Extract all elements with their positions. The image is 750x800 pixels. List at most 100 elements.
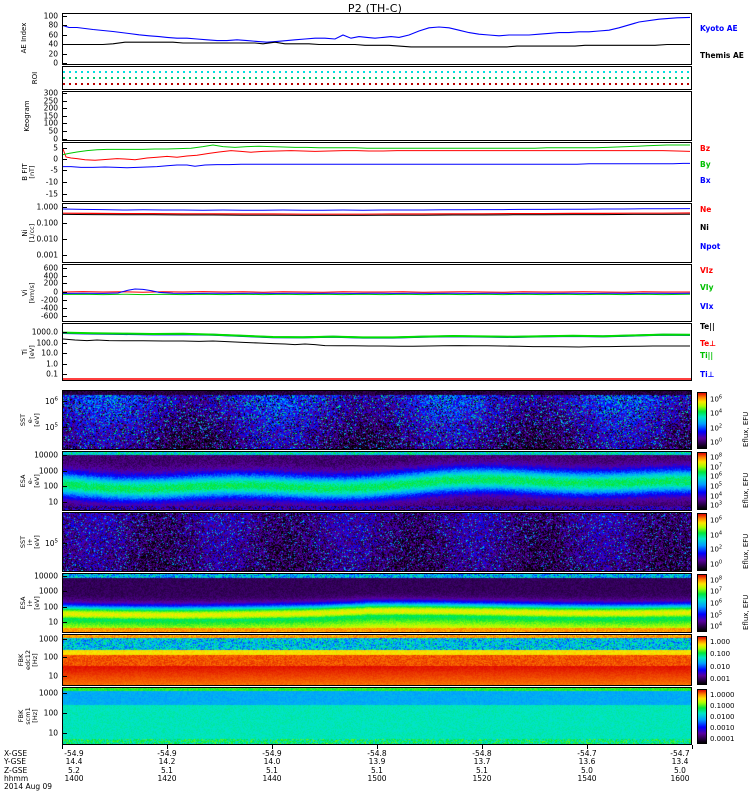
y-tick-mark: [62, 291, 67, 293]
y-tick-mark: [62, 158, 67, 160]
cb-esa-e-title: Eflux, EFU: [742, 472, 750, 508]
cb-fbk-scm1: [697, 689, 707, 744]
vi-traces: [63, 288, 691, 296]
y-tick-mark: [62, 622, 67, 624]
npot-trace: [63, 208, 691, 211]
y-tick-esa-i-1: 1000: [38, 586, 58, 596]
y-tick-mark: [62, 130, 67, 132]
ae-index-traces: [63, 16, 691, 48]
kyoto-ae-trace: [63, 16, 691, 43]
y-tick-mark: [62, 316, 67, 318]
y-tick-ti-4: 0.1: [46, 369, 58, 379]
cb-sst-e-tick-3: 100: [710, 437, 723, 447]
panel-sst-electron-spectrogram: [62, 390, 692, 450]
y-tick-mark: [62, 308, 67, 310]
esa-electron-spectrogram-canvas: [63, 452, 691, 510]
cb-esa-e-tick-1: 107: [710, 461, 723, 472]
cb-fbk-scm1-tick-3: 0.0010: [710, 723, 735, 732]
y-tick-sst-e-1: 105: [44, 422, 58, 432]
cb-fbk-edc12-tick-3: 0.001: [710, 674, 731, 683]
x-tick-mark-1440: [272, 745, 273, 749]
x-tick-mark-1540: [587, 745, 588, 749]
y-tick-sst-i-0: 105: [44, 538, 58, 548]
x-axis-tick-1600: -54.7 13.4 5.0 1600: [670, 749, 690, 783]
x-tick-mark-1400: [62, 745, 63, 749]
y-tick-mark: [62, 222, 67, 224]
y-tick-mark: [62, 93, 67, 94]
y-tick-mark: [62, 62, 67, 64]
y-tick-mark: [62, 427, 67, 429]
legend-label-ti-: Ti⊥: [700, 370, 715, 380]
y-tick-ae-index-4: 20: [48, 49, 58, 59]
legend-label-ti-: Ti||: [700, 350, 714, 360]
fbk-edc12-canvas: [63, 635, 691, 685]
b-fit-traces: [63, 144, 691, 169]
legend-label-by: By: [700, 159, 711, 169]
y-tick-vi-1: 400: [43, 271, 58, 281]
panel-vi: [62, 264, 692, 322]
y-tick-keogram-3: 150: [43, 111, 58, 120]
y-tick-ti-1: 100.0: [36, 338, 58, 348]
y-tick-ni-2: 0.010: [36, 234, 58, 244]
x-axis-tick-1520: -54.8 13.7 5.1 1520: [472, 749, 492, 783]
y-tick-mark: [62, 455, 67, 457]
x-axis-tick-1420: -54.9 14.2 5.1 1420: [157, 749, 177, 783]
y-tick-ti-3: 1.0: [46, 359, 58, 369]
cb-fbk-scm1-tick-2: 0.0100: [710, 712, 735, 721]
y-tick-mark: [62, 591, 67, 592]
y-tick-sst-e-0: 106: [44, 396, 58, 406]
x-axis-tick-1500: -54.8 13.9 5.1 1500: [367, 749, 387, 783]
y-tick-vi-0: 600: [43, 263, 58, 273]
roi-red-line: [63, 83, 691, 85]
y-tick-esa-e-0: 10000: [34, 450, 58, 460]
cb-sst-e-tick-2: 102: [710, 422, 723, 433]
cb-fbk-edc12: [697, 636, 707, 685]
y-tick-esa-e-2: 100: [43, 481, 58, 491]
y-tick-mark: [62, 139, 67, 140]
y-tick-vi-3: 0: [53, 287, 58, 297]
y-tick-esa-i-0: 10000: [34, 571, 58, 581]
y-tick-mark: [62, 268, 67, 270]
by-trace: [63, 144, 690, 156]
cb-fbk-scm1-tick-4: 0.0001: [710, 734, 735, 743]
legend-label-kyoto-ae: Kyoto AE: [700, 23, 738, 33]
panel-fbk-scm1: [62, 687, 692, 745]
cb-esa-i-tick-4: 104: [710, 621, 723, 631]
y-tick-esa-e-3: 10: [48, 497, 58, 507]
y-tick-mark: [62, 332, 67, 334]
x-axis-tick-1540: -54.7 13.6 5.0 1540: [577, 749, 597, 783]
cb-fbk-scm1-tick-1: 0.1000: [710, 701, 735, 710]
cb-sst-i-tick-2: 102: [710, 544, 723, 554]
ti-traces: [63, 331, 691, 380]
vix-trace: [63, 288, 691, 294]
cb-sst-e: [697, 392, 707, 449]
cb-esa-i-tick-1: 107: [710, 586, 723, 597]
panel-sst-ion-spectrogram: [62, 512, 692, 572]
y-tick-mark: [62, 657, 67, 659]
y-tick-mark: [62, 502, 67, 503]
esa-ion-spectrogram-canvas: [63, 574, 691, 632]
panel-roi: [62, 66, 692, 90]
y-tick-mark: [62, 342, 67, 344]
y-tick-mark: [62, 181, 67, 183]
cb-fbk-scm1-tick-0: 1.0000: [710, 690, 735, 699]
y-tick-ae-index-5: 0: [53, 58, 58, 68]
y-tick-fbk-scm1-0: 1000: [38, 688, 58, 698]
y-tick-ae-index-0: 100: [43, 11, 58, 21]
y-tick-vi-5: -400: [40, 303, 58, 313]
legend-label-bz: Bz: [700, 144, 711, 153]
cb-esa-e-tick-2: 106: [710, 471, 723, 481]
y-tick-vi-6: -600: [40, 311, 58, 321]
y-tick-keogram-4: 100: [43, 118, 58, 128]
y-tick-mark: [62, 692, 67, 694]
x-tick-mark-1420: [167, 745, 168, 749]
bz-trace: [63, 148, 691, 161]
panel-ae-index: [62, 13, 692, 65]
y-tick-keogram-6: 0: [53, 134, 58, 144]
cb-esa-e-tick-4: 104: [710, 490, 723, 501]
y-tick-fbk-edc12-2: 10: [48, 671, 58, 681]
y-tick-vi-2: 200: [43, 278, 58, 288]
ne-trace: [63, 212, 691, 215]
y-tick-keogram-1: 250: [43, 96, 58, 105]
y-tick-vi-4: -200: [40, 295, 58, 305]
